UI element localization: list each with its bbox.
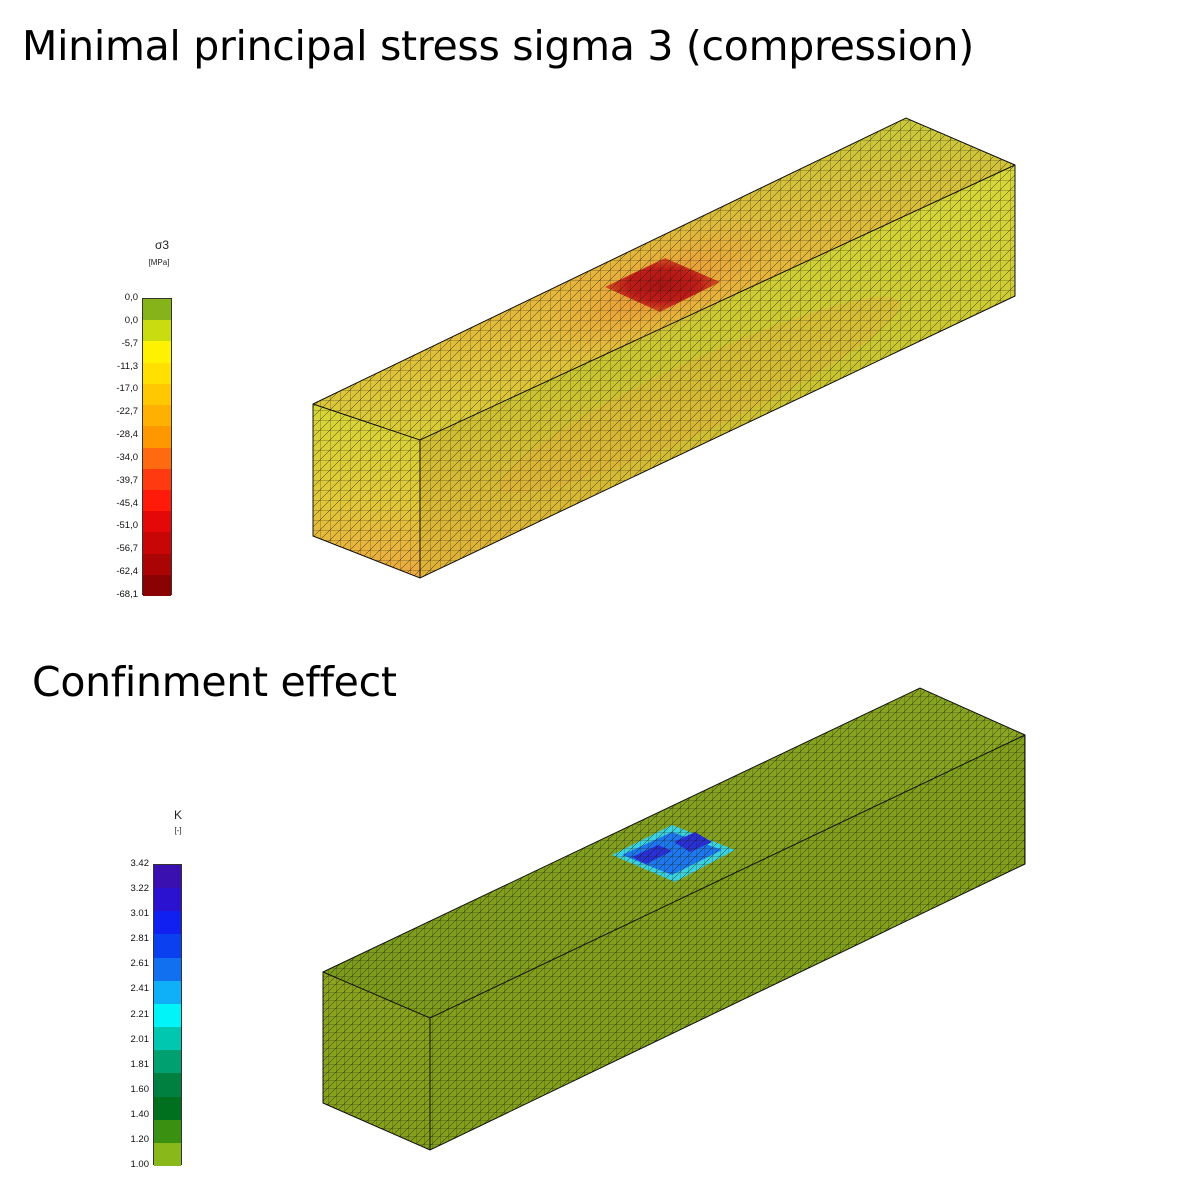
legend-band: [154, 888, 181, 912]
legend-tick-label: 2.41: [130, 983, 150, 995]
legend-tick-label: 1.40: [130, 1108, 150, 1120]
sigma3-legend: σ3 [MPa] 0,0 0,0 -5,7 -11,3 -17,0 -22,7 -28,4 -…: [100, 236, 210, 606]
legend-tick-label: 3.01: [130, 908, 150, 920]
legend-tick-label: -11,3: [117, 360, 138, 372]
legend-symbol: K: [173, 808, 182, 822]
legend-unit: [MPa]: [148, 258, 170, 267]
legend-band: [154, 1003, 181, 1028]
legend-band: [143, 383, 171, 406]
legend-tick-label: 1.20: [130, 1133, 150, 1145]
legend-tick-label: 2.81: [130, 933, 150, 945]
confinement-beam: [322, 687, 1026, 1151]
legend-tick-label: -22,7: [116, 406, 138, 418]
legend-band: [143, 532, 171, 555]
legend-tick-label: -56,7: [116, 543, 138, 555]
legend-band: [143, 553, 171, 576]
legend-band: [154, 957, 181, 982]
legend-tick-label: -28,4: [116, 429, 138, 441]
legend-band: [143, 468, 171, 491]
legend-tick-label: 2.01: [130, 1033, 150, 1045]
legend-band: [143, 405, 171, 427]
legend-tick-label: -68,1: [116, 589, 138, 600]
legend-tick-label: -62,4: [116, 566, 138, 578]
legend-band: [154, 1027, 181, 1051]
legend-band: [143, 299, 171, 321]
legend-band: [154, 1073, 181, 1098]
legend-tick-label: 0,0: [124, 292, 138, 303]
legend-band: [154, 1119, 181, 1144]
legend-band: [154, 911, 181, 935]
legend-band: [143, 447, 171, 470]
legend-unit: [-]: [174, 826, 182, 835]
legend-band: [143, 320, 171, 342]
legend-tick-label: -5,7: [121, 337, 138, 349]
legend-band: [154, 865, 181, 889]
legend-band: [143, 489, 171, 512]
legend-color-bar: [142, 298, 172, 597]
legend-tick-label: 1.81: [130, 1058, 150, 1070]
legend-band: [143, 341, 171, 364]
legend-tick-label: 1.60: [130, 1083, 150, 1095]
k-legend: K [-] 3.42 3.22 3.01 2.81 2.61 2.41 2.21 2.01 1.…: [108, 806, 218, 1176]
legend-tick-label: 3.22: [130, 883, 150, 895]
legend-band: [154, 1050, 181, 1074]
legend-symbol: σ3: [154, 238, 170, 252]
legend-tick-label: -45,4: [116, 497, 138, 509]
legend-tick-label: -39,7: [116, 474, 138, 486]
legend-tick-label: 2.61: [130, 958, 150, 970]
legend-tick-label: 3.42: [130, 858, 150, 869]
legend-band: [143, 362, 171, 385]
panel1-title: Minimal principal stress sigma 3 (compre…: [22, 22, 974, 70]
legend-tick-label: -34,0: [116, 451, 138, 463]
legend-band: [154, 1096, 181, 1121]
legend-tick-label: 1.00: [130, 1159, 150, 1170]
legend-color-bar: [153, 864, 182, 1167]
sigma3-beam: [312, 117, 1016, 579]
legend-band: [154, 980, 181, 1005]
legend-band: [143, 574, 171, 597]
legend-band: [143, 426, 171, 448]
legend-tick-label: 2.21: [130, 1008, 150, 1020]
legend-band: [154, 1142, 181, 1167]
legend-band: [154, 934, 181, 959]
legend-tick-label: 0,0: [124, 314, 138, 326]
panel2-title: Confinment effect: [32, 658, 397, 706]
legend-band: [143, 511, 171, 533]
legend-tick-label: -51,0: [116, 520, 138, 532]
legend-tick-label: -17,0: [116, 383, 138, 395]
